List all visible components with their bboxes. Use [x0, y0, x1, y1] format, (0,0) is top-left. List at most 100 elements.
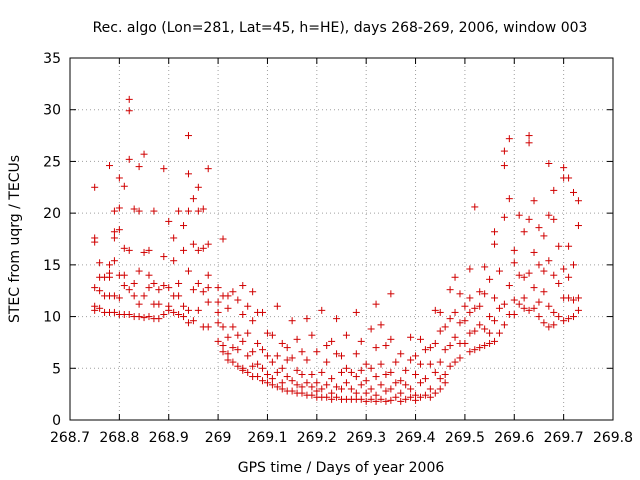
data-point: [466, 294, 474, 302]
data-point: [229, 323, 237, 331]
data-point: [165, 284, 173, 292]
data-point: [451, 333, 459, 341]
data-point: [239, 337, 247, 345]
data-point: [333, 383, 341, 391]
data-point: [268, 358, 276, 366]
chart-title: Rec. algo (Lon=281, Lat=45, h=HE), days …: [93, 20, 588, 36]
data-point: [313, 379, 321, 387]
data-point: [204, 271, 212, 279]
data-point: [495, 267, 503, 275]
data-point: [155, 300, 163, 308]
data-point: [471, 304, 479, 312]
data-point: [461, 339, 469, 347]
data-point: [224, 292, 232, 300]
data-point: [115, 226, 123, 234]
data-point: [140, 292, 148, 300]
data-point: [500, 213, 508, 221]
data-point: [308, 331, 316, 339]
y-axis-label: STEC from uqrg / TECUs: [7, 155, 23, 323]
data-point: [476, 321, 484, 329]
data-point: [180, 222, 188, 230]
data-point: [550, 186, 558, 194]
data-point: [180, 246, 188, 254]
data-point: [431, 368, 439, 376]
axis-ticks: [69, 57, 614, 421]
data-point: [234, 346, 242, 354]
data-point: [397, 397, 405, 405]
data-point: [318, 385, 326, 393]
data-point: [278, 364, 286, 372]
data-point: [268, 381, 276, 389]
data-point: [372, 373, 380, 381]
data-point: [180, 313, 188, 321]
data-point: [333, 350, 341, 358]
data-point: [234, 362, 242, 370]
data-point: [244, 352, 252, 360]
data-point: [189, 240, 197, 248]
data-point: [135, 163, 143, 171]
data-point: [249, 348, 257, 356]
data-point: [476, 288, 484, 296]
data-point: [170, 234, 178, 242]
data-point: [555, 313, 563, 321]
data-point: [229, 358, 237, 366]
data-point: [298, 389, 306, 397]
data-point: [145, 246, 153, 254]
data-point: [120, 282, 128, 290]
data-point: [426, 385, 434, 393]
data-point: [189, 195, 197, 203]
data-point: [392, 358, 400, 366]
x-tick-label: 268.7: [50, 430, 90, 446]
data-point: [204, 165, 212, 173]
y-tick-label: 30: [43, 103, 61, 119]
data-point: [125, 95, 133, 103]
data-point: [165, 217, 173, 225]
data-point: [545, 159, 553, 167]
data-point: [416, 379, 424, 387]
data-point: [520, 304, 528, 312]
data-point: [105, 273, 113, 281]
data-point: [530, 248, 538, 256]
data-point: [466, 348, 474, 356]
data-point: [481, 290, 489, 298]
data-point: [505, 135, 513, 143]
data-point: [323, 393, 331, 401]
data-point: [140, 314, 148, 322]
data-point: [347, 368, 355, 376]
data-point: [288, 317, 296, 325]
plot-frame: [69, 57, 614, 421]
data-point: [441, 346, 449, 354]
data-point: [199, 288, 207, 296]
data-point: [555, 279, 563, 287]
data-point: [540, 232, 548, 240]
data-point: [397, 389, 405, 397]
data-point: [342, 331, 350, 339]
x-axis-label: GPS time / Days of year 2006: [238, 460, 445, 476]
data-point: [175, 311, 183, 319]
data-point: [244, 329, 252, 337]
data-point: [110, 207, 118, 215]
data-point: [565, 273, 573, 281]
data-point: [545, 257, 553, 265]
data-point: [495, 329, 503, 337]
data-point: [565, 174, 573, 182]
y-tick-label: 5: [52, 361, 61, 377]
data-point: [145, 271, 153, 279]
data-point: [323, 342, 331, 350]
data-point: [224, 350, 232, 358]
data-point: [520, 228, 528, 236]
y-tick-label: 15: [43, 258, 61, 274]
x-tick-label: 269.4: [395, 430, 435, 446]
data-point: [436, 385, 444, 393]
data-point: [184, 132, 192, 140]
data-point: [402, 381, 410, 389]
data-point: [357, 337, 365, 345]
data-point: [525, 215, 533, 223]
data-point: [565, 294, 573, 302]
data-point: [125, 286, 133, 294]
data-point: [540, 267, 548, 275]
data-point: [273, 383, 281, 391]
data-point: [96, 259, 104, 267]
data-point: [574, 197, 582, 205]
data-point: [570, 261, 578, 269]
